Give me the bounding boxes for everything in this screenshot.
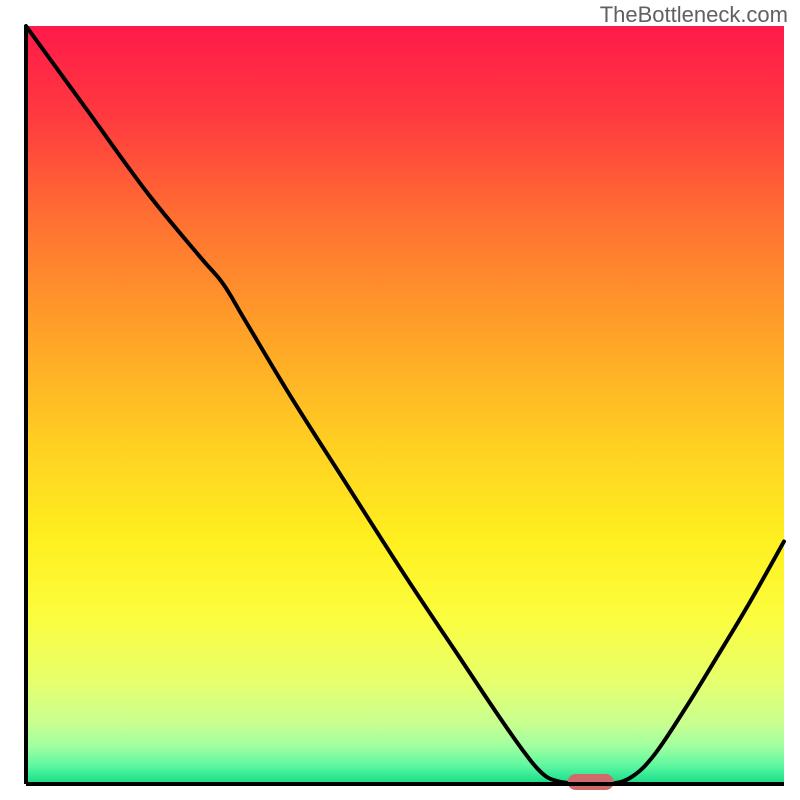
plot-background [26, 26, 784, 784]
watermark-text: TheBottleneck.com [600, 2, 788, 28]
bottleneck-chart: TheBottleneck.com [0, 0, 800, 800]
chart-svg [0, 0, 800, 800]
